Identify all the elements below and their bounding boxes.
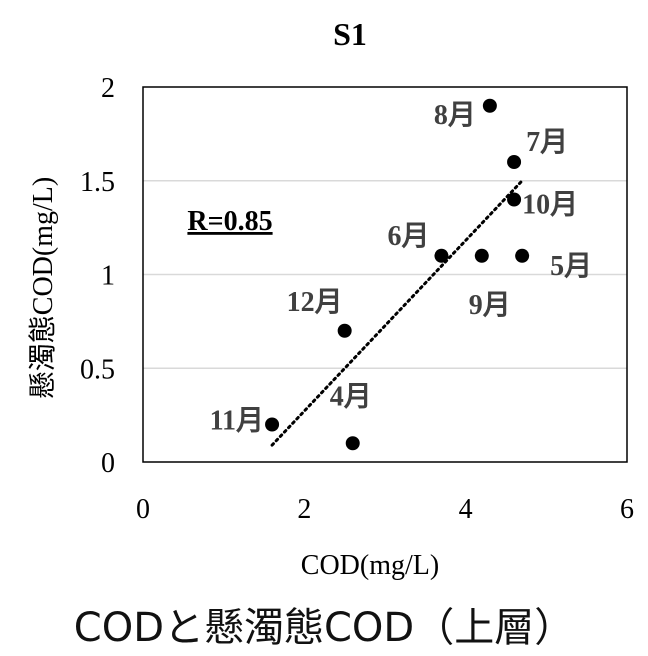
x-tick-label: 0 bbox=[136, 494, 150, 525]
data-point-label: 4月 bbox=[330, 381, 372, 412]
slide-caption: CODと懸濁態COD（上層） bbox=[73, 605, 575, 651]
y-axis-label: 懸濁態COD(mg/L) bbox=[27, 177, 59, 399]
data-point-label: 6月 bbox=[387, 221, 429, 252]
data-point-label: 11月 bbox=[210, 406, 264, 437]
data-point bbox=[474, 248, 489, 263]
data-point bbox=[507, 192, 522, 207]
x-tick-label: 4 bbox=[459, 494, 473, 525]
y-tick-label: 2 bbox=[101, 73, 115, 104]
data-point-label: 10月 bbox=[522, 190, 578, 221]
grid-lines bbox=[143, 180, 627, 369]
data-point bbox=[482, 98, 497, 113]
data-point-label: 12月 bbox=[287, 287, 343, 318]
data-point bbox=[515, 248, 530, 263]
data-point-label: 9月 bbox=[469, 290, 511, 321]
y-axis-ticks: 0 0.5 1 1.5 2 bbox=[80, 73, 115, 479]
data-points: 4月 5月 6月 7月 8月 9月 10月 11月 12月 bbox=[210, 98, 592, 451]
plot-area-frame bbox=[142, 86, 628, 463]
data-point-label: 8月 bbox=[434, 100, 476, 131]
y-tick-label: 0.5 bbox=[80, 354, 115, 385]
y-tick-label: 0 bbox=[101, 448, 115, 479]
data-point-label: 7月 bbox=[526, 127, 568, 158]
data-point bbox=[507, 155, 522, 169]
data-point bbox=[337, 323, 352, 338]
correlation-annotation: R=0.85 bbox=[187, 206, 272, 237]
x-tick-label: 6 bbox=[620, 494, 634, 525]
data-point-label: 5月 bbox=[550, 251, 592, 282]
x-axis-label: COD(mg/L) bbox=[301, 550, 439, 581]
x-tick-label: 2 bbox=[297, 494, 311, 525]
data-point bbox=[265, 417, 280, 432]
y-tick-label: 1 bbox=[101, 261, 115, 292]
data-point bbox=[434, 248, 449, 263]
chart-title: S1 bbox=[333, 16, 367, 52]
data-point bbox=[345, 436, 360, 451]
y-tick-label: 1.5 bbox=[80, 167, 115, 198]
x-axis-ticks: 0 2 4 6 bbox=[136, 494, 634, 525]
trend-line bbox=[270, 179, 524, 447]
